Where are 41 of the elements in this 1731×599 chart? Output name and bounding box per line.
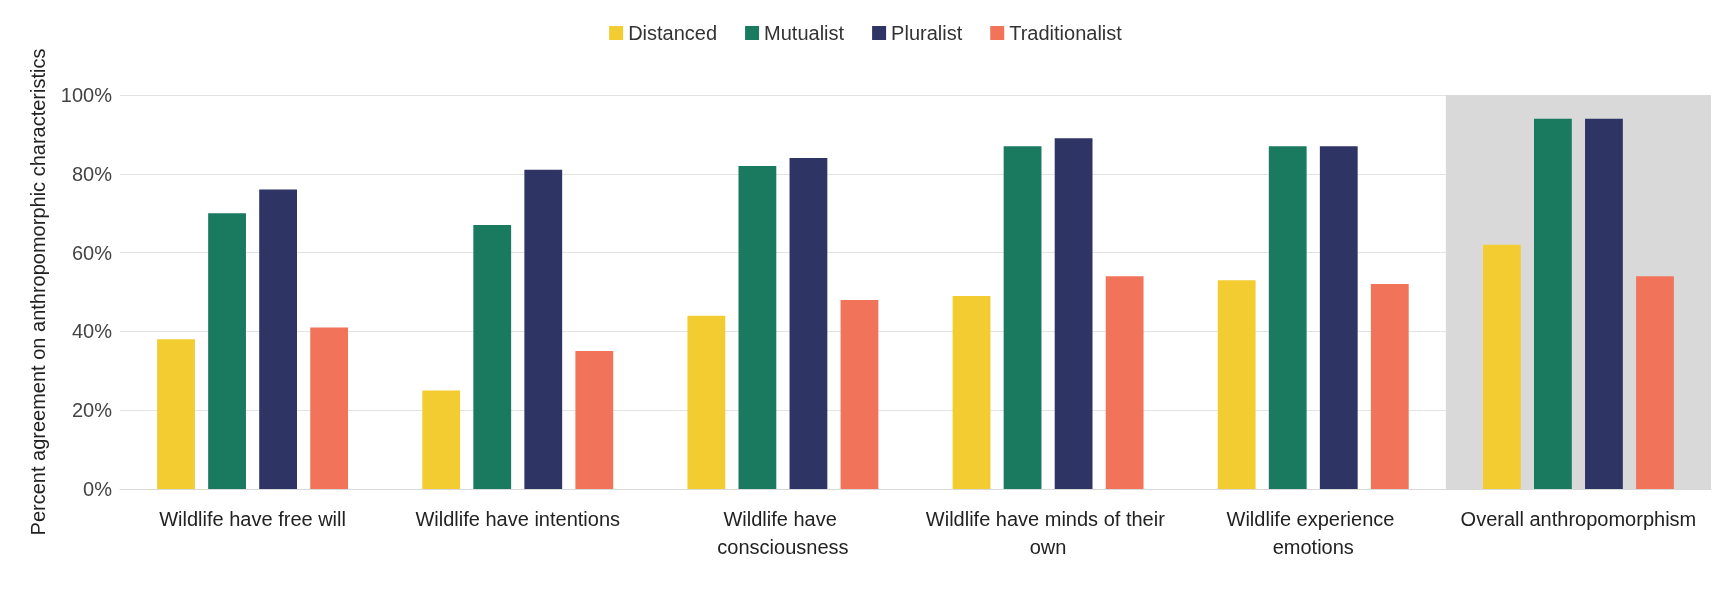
bar bbox=[1533, 118, 1572, 489]
x-tick-label: Wildlife have minds of their own bbox=[925, 508, 1171, 558]
bar bbox=[1585, 118, 1623, 489]
x-tick-label: Overall anthropomorphism bbox=[1460, 508, 1697, 530]
bar bbox=[1636, 276, 1674, 489]
bar bbox=[524, 169, 563, 489]
bar bbox=[687, 315, 726, 489]
bar bbox=[1370, 284, 1409, 489]
legend-label: Mutualist bbox=[764, 22, 845, 44]
legend-label: Distanced bbox=[628, 22, 718, 44]
bar bbox=[259, 189, 298, 489]
x-tick-label: Wildlife have free will bbox=[159, 508, 346, 530]
bar bbox=[208, 213, 246, 489]
legend-label: Pluralist bbox=[891, 22, 963, 44]
bar bbox=[840, 299, 879, 489]
bar bbox=[1482, 244, 1521, 489]
bar bbox=[575, 351, 614, 489]
bar bbox=[157, 339, 195, 489]
bar bbox=[1054, 138, 1093, 489]
bar bbox=[1268, 146, 1307, 489]
bar bbox=[422, 390, 461, 489]
bar bbox=[1105, 276, 1144, 489]
y-tick-label: 40% bbox=[71, 320, 113, 343]
bar bbox=[310, 327, 349, 489]
y-tick-label: 80% bbox=[71, 162, 113, 185]
bar bbox=[1217, 280, 1256, 489]
legend-label: Traditionalist bbox=[1009, 22, 1123, 44]
bar bbox=[1319, 146, 1358, 489]
y-axis-title: Percent agreement on anthropomorphic characteristics bbox=[27, 48, 49, 536]
y-tick-label: 100% bbox=[60, 84, 113, 106]
y-tick-label: 0% bbox=[83, 478, 113, 500]
y-tick-label: 60% bbox=[71, 241, 113, 264]
x-tick-label: Wildlife experience emotions bbox=[1226, 508, 1400, 558]
y-tick-label: 20% bbox=[71, 399, 113, 422]
x-tick-label: Wildlife have intentions bbox=[415, 508, 621, 530]
bar bbox=[738, 165, 777, 489]
bar bbox=[1003, 146, 1042, 489]
bar bbox=[952, 295, 991, 489]
bar bbox=[473, 225, 512, 489]
bar bbox=[789, 158, 828, 489]
x-tick-label: Wildlife have consciousness bbox=[717, 508, 849, 558]
